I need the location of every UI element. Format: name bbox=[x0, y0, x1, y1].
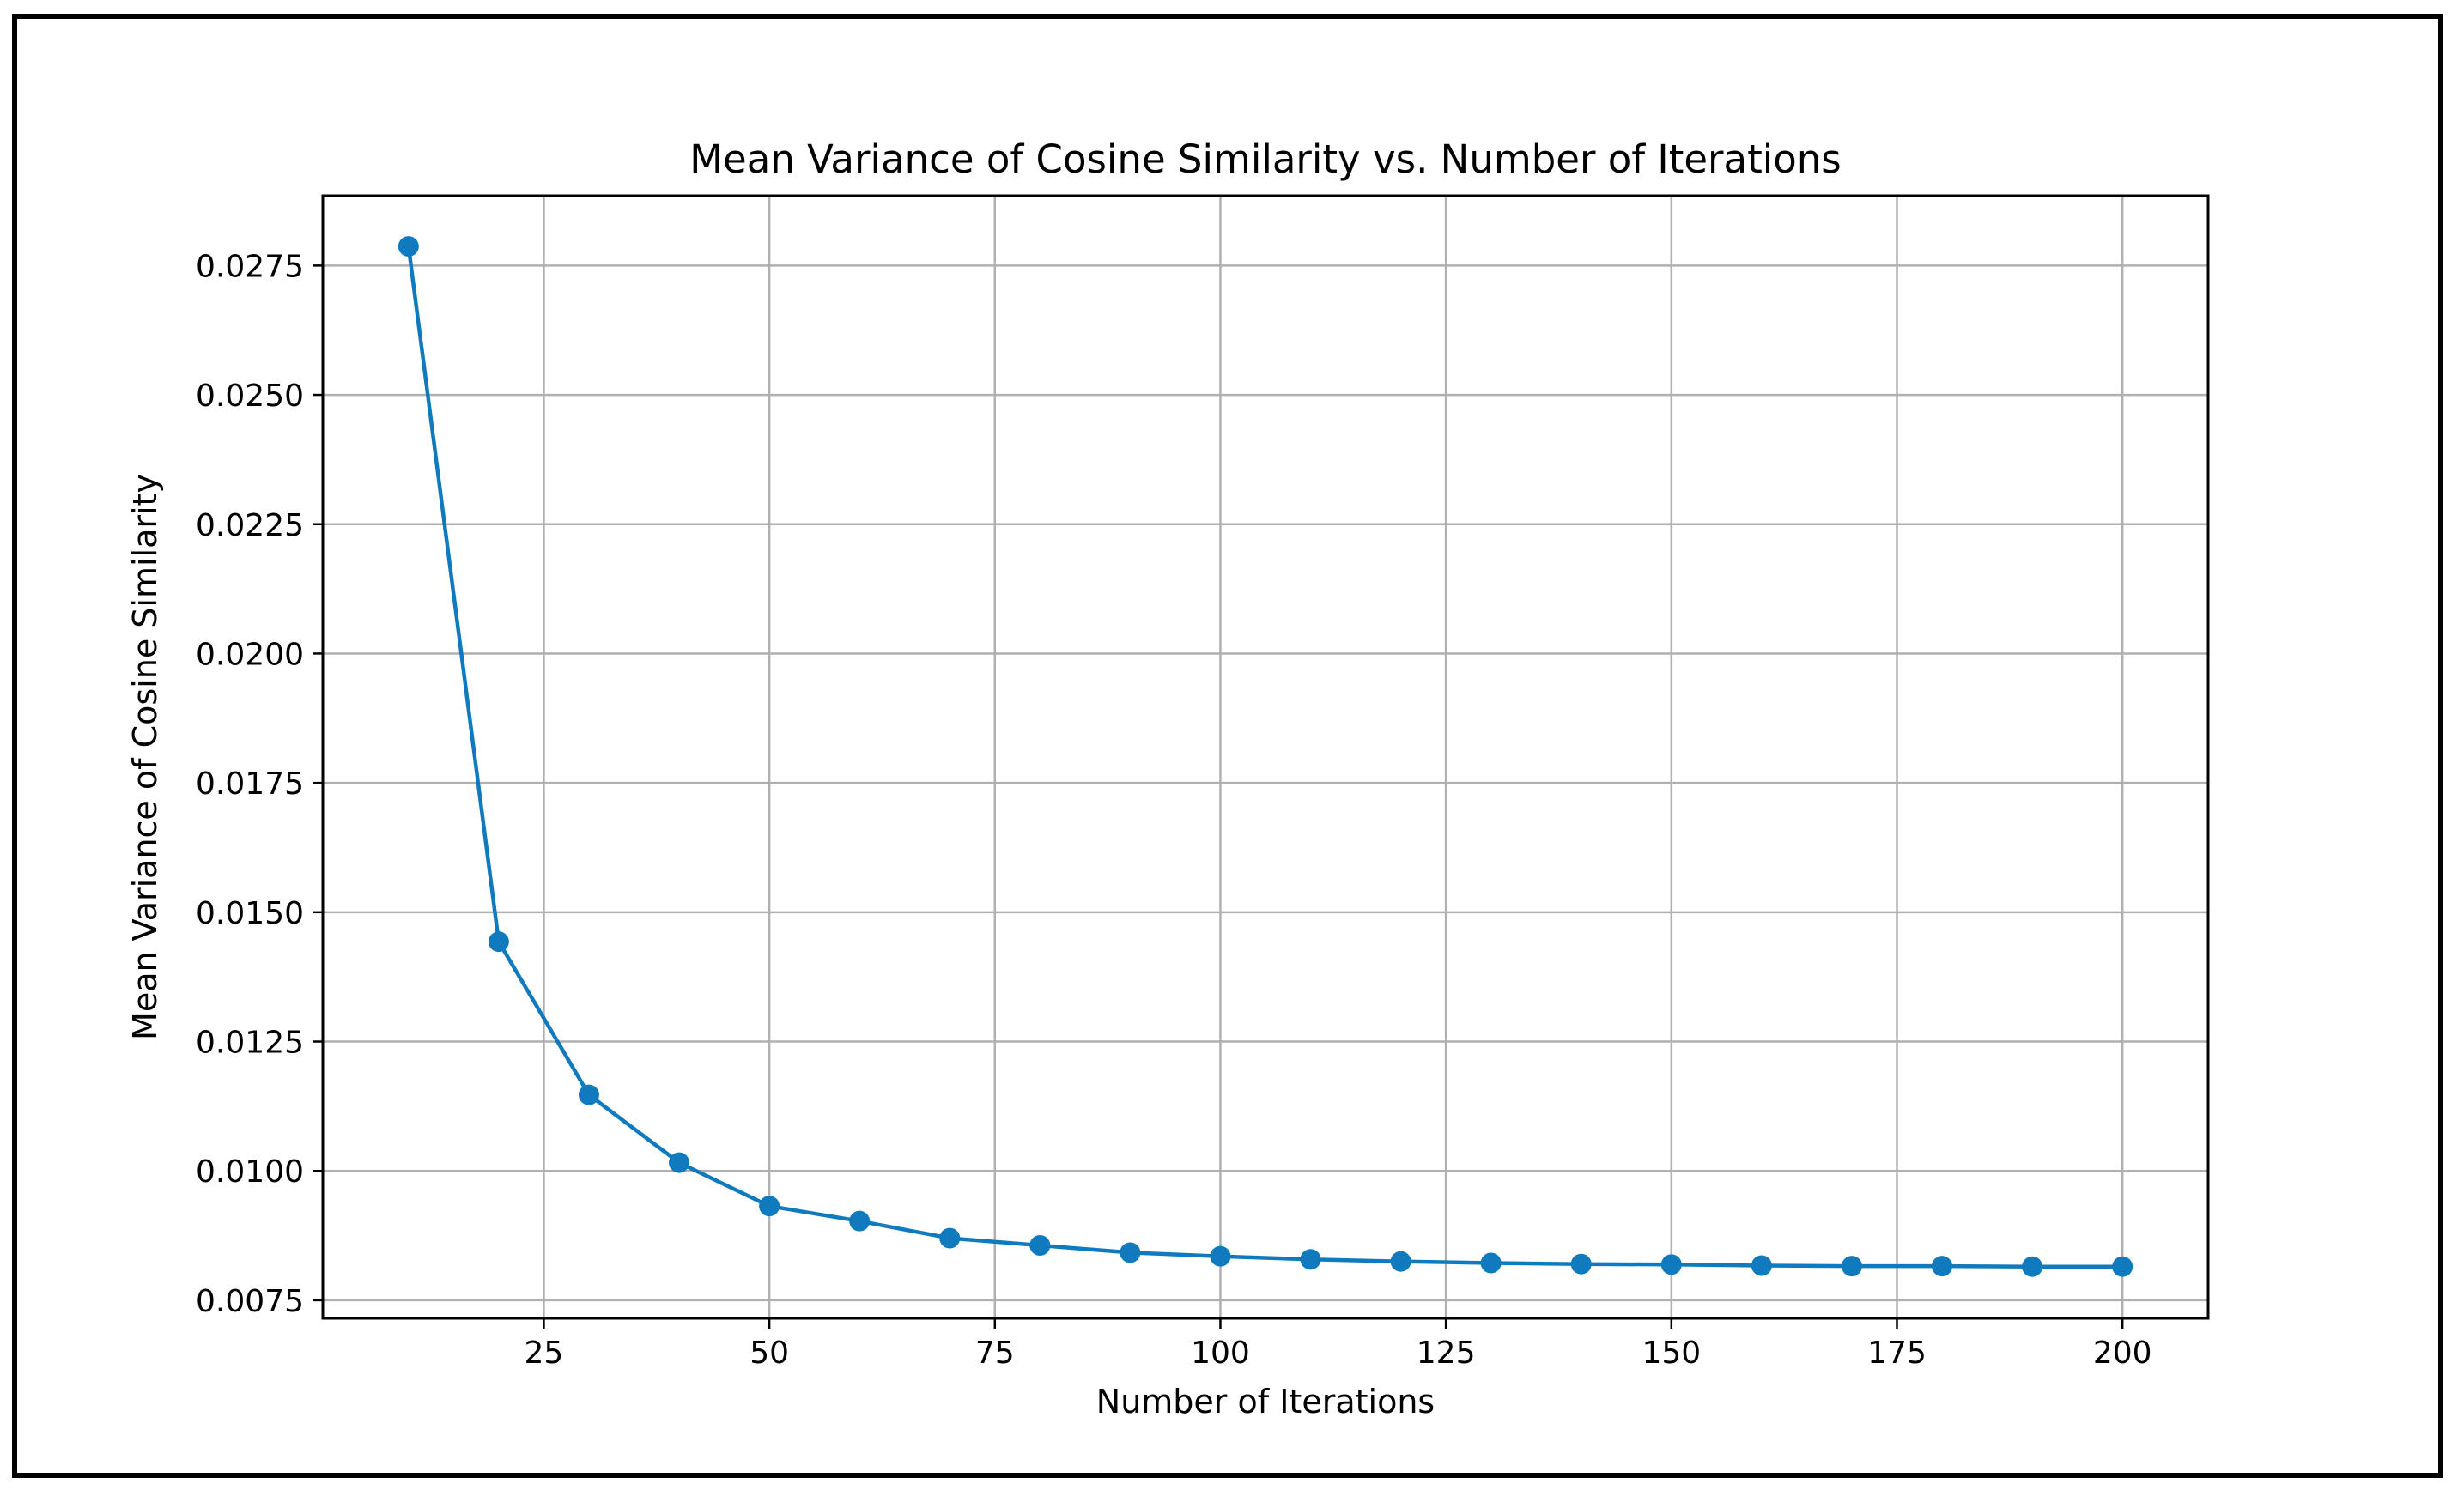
data-point bbox=[398, 236, 419, 257]
data-point bbox=[1120, 1242, 1141, 1263]
y-tick-label: 0.0225 bbox=[196, 508, 304, 543]
data-point bbox=[1390, 1251, 1411, 1272]
x-axis-label: Number of Iterations bbox=[1096, 1383, 1435, 1420]
y-tick-label: 0.0150 bbox=[196, 896, 304, 931]
x-tick-label: 150 bbox=[1642, 1335, 1701, 1371]
x-tick-label: 50 bbox=[750, 1335, 789, 1371]
data-point bbox=[578, 1084, 599, 1105]
x-tick-label: 75 bbox=[975, 1335, 1015, 1371]
chart-title: Mean Variance of Cosine Similarity vs. N… bbox=[689, 136, 1842, 182]
data-points bbox=[398, 236, 2133, 1277]
data-point bbox=[1210, 1245, 1231, 1267]
data-point bbox=[1841, 1256, 1862, 1277]
x-tick-label: 200 bbox=[2093, 1335, 2152, 1371]
x-tick-label: 175 bbox=[1867, 1335, 1927, 1371]
data-point bbox=[1480, 1252, 1502, 1274]
x-tick-label: 100 bbox=[1191, 1335, 1250, 1371]
data-point bbox=[1029, 1235, 1051, 1257]
y-tick-label: 0.0075 bbox=[196, 1284, 304, 1319]
data-point bbox=[759, 1196, 780, 1217]
data-point bbox=[1300, 1249, 1321, 1270]
y-tick-label: 0.0125 bbox=[196, 1026, 304, 1061]
series-line bbox=[406, 245, 2123, 1269]
y-tick-label: 0.0275 bbox=[196, 249, 304, 284]
data-point bbox=[2112, 1256, 2133, 1277]
data-point bbox=[488, 931, 509, 953]
data-point bbox=[1751, 1255, 1772, 1276]
y-axis-ticks: 0.0075 0.0100 0.0125 0.0150 0.0175 0.0200 0.02… bbox=[196, 249, 323, 1319]
data-point bbox=[2022, 1256, 2043, 1277]
data-point bbox=[849, 1210, 871, 1232]
y-tick-label: 0.0100 bbox=[196, 1154, 304, 1190]
y-tick-label: 0.0200 bbox=[196, 637, 304, 672]
figure-frame bbox=[12, 14, 2443, 1478]
x-tick-label: 25 bbox=[525, 1335, 564, 1371]
plot-area-border bbox=[321, 194, 2210, 1320]
x-tick-label: 125 bbox=[1417, 1335, 1476, 1371]
data-point bbox=[1932, 1256, 1953, 1277]
y-tick-label: 0.0175 bbox=[196, 766, 304, 802]
series-line-group bbox=[406, 245, 2123, 1269]
data-point bbox=[939, 1227, 961, 1249]
data-point bbox=[1660, 1254, 1682, 1275]
y-axis-label: Mean Variance of Cosine Similarity bbox=[126, 474, 164, 1040]
y-tick-label: 0.0250 bbox=[196, 379, 304, 414]
x-axis-ticks: 25 50 75 100 125 150 175 200 bbox=[525, 1318, 2152, 1371]
data-point bbox=[1570, 1253, 1592, 1275]
data-point bbox=[669, 1152, 690, 1173]
grid-lines bbox=[323, 196, 2208, 1318]
